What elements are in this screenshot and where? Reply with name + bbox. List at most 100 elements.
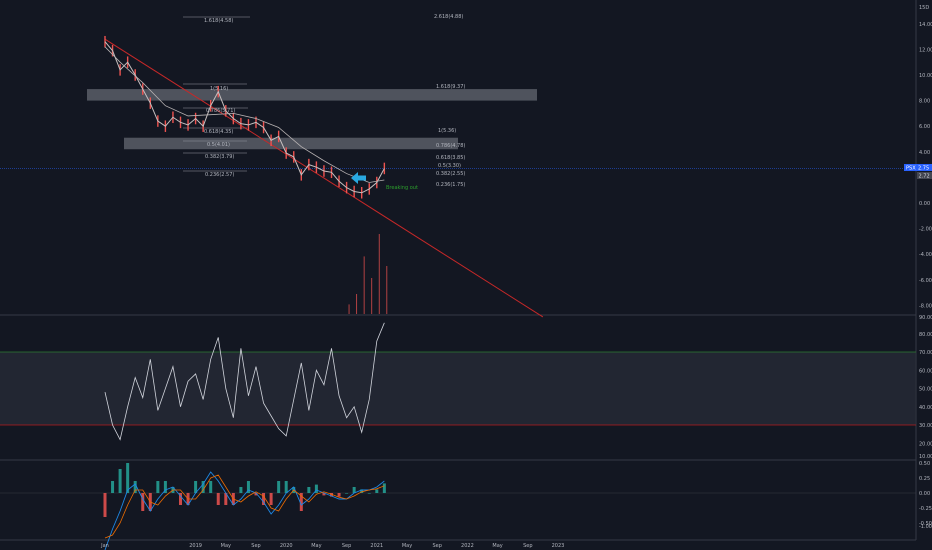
fib-mid-label: 0.5(4.01): [207, 142, 230, 148]
macd-histogram-bar: [209, 481, 213, 493]
breakout-annotation: Breaking out: [386, 185, 418, 191]
fib-upper-zone-right-label: 1.618(9.37): [436, 84, 465, 90]
rsi-panel[interactable]: [0, 322, 916, 441]
rsi-line[interactable]: [104, 322, 385, 441]
time-tick-label: Sep: [523, 543, 532, 549]
macd-histogram-bar: [156, 481, 160, 493]
macd-histogram-bar: [367, 493, 371, 494]
fib-upper-zone-left-label: 1(5.16): [210, 86, 228, 92]
price-tick-label: -4.00: [919, 252, 932, 258]
macd-histogram-bar: [163, 481, 167, 493]
price-tick-label: 6.00: [919, 124, 930, 130]
last-price-badge[interactable]: PSX 2.75 2.72: [904, 164, 932, 180]
fib-right-label: 0.786(4.78): [436, 143, 465, 149]
time-tick-label: Sep: [342, 543, 351, 549]
price-tick-label: 10.00: [919, 73, 932, 79]
macd-histogram-bar: [262, 493, 266, 505]
time-tick-label: 2023: [552, 543, 565, 549]
time-tick-label: Sep: [432, 543, 441, 549]
fib-right-label: 1(5.36): [438, 128, 456, 134]
macd-histogram-bar: [314, 484, 318, 493]
price-tick-label: 14.00: [919, 22, 932, 28]
fib-mid-label: 0.786(5.71): [206, 108, 235, 114]
rsi-tick-label: 40.00: [919, 405, 932, 411]
price-tick-label: 12.00: [919, 47, 932, 53]
breakout-marker: Breaking out: [351, 172, 418, 191]
macd-histogram-bar: [330, 493, 333, 497]
macd-histogram-bar: [126, 463, 130, 493]
last-price-symbol: PSX: [906, 166, 916, 172]
macd-histogram-bar: [345, 493, 349, 494]
price-series-line[interactable]: [104, 41, 385, 194]
rsi-tick-label: 80.00: [919, 332, 932, 338]
secondary-price-value: 2.72: [919, 174, 930, 180]
price-panel[interactable]: [0, 16, 916, 318]
fib-right-label: 0.236(1.75): [436, 182, 465, 188]
price-tick-label: 0.00: [919, 201, 930, 207]
macd-tick-label: -1.00: [919, 524, 932, 530]
macd-tick-label: 0.25: [919, 476, 930, 482]
resistance-zone[interactable]: [124, 137, 458, 150]
last-price-value: 2.75: [918, 166, 929, 172]
macd-histogram-bar: [111, 481, 115, 493]
volume-bar: [348, 304, 350, 314]
macd-histogram-bar: [284, 481, 288, 493]
time-tick-label: 2022: [461, 543, 474, 549]
left-arrow-icon: [351, 172, 366, 184]
time-tick-label: May: [402, 543, 412, 549]
volume-bar: [363, 256, 365, 314]
fib-top-left-label: 1.618(4.58): [204, 18, 233, 24]
macd-histogram-bar: [141, 493, 145, 511]
macd-histogram-bar: [360, 489, 364, 493]
fib-labels: 1.618(4.58) 2.618(4.88) 1(5.16) 1.618(9.…: [204, 14, 465, 188]
resistance-zone[interactable]: [87, 89, 537, 101]
time-tick-label: May: [492, 543, 502, 549]
fib-right-label: 0.5(3.30): [438, 163, 461, 169]
rsi-tick-label: 70.00: [919, 350, 932, 356]
rsi-tick-label: 30.00: [919, 423, 932, 429]
macd-histogram-bar: [201, 481, 205, 493]
volume-bar: [371, 278, 373, 314]
fib-top-right-label: 2.618(4.88): [434, 14, 463, 20]
fib-mid-label: 0.618(4.35): [204, 129, 233, 135]
signal-line[interactable]: [104, 474, 385, 539]
secondary-price-badge-bg: [917, 172, 932, 179]
volume-bar: [356, 294, 358, 314]
time-tick-label: 2019: [189, 543, 202, 549]
time-tick-label: 2020: [280, 543, 293, 549]
time-axis[interactable]: Jan 2019 May Sep 2020 May Sep 2021 May Sep 2022 May…: [100, 543, 564, 549]
fib-right-label: 0.382(2.55): [436, 171, 465, 177]
price-tick-label: 15D: [919, 5, 929, 11]
macd-histogram-bar: [118, 469, 122, 493]
macd-panel[interactable]: [0, 463, 916, 550]
macd-histogram-bar: [382, 483, 386, 493]
price-tick-label: -6.00: [919, 278, 932, 284]
macd-tick-label: 0.50: [919, 461, 930, 467]
moving-average-line[interactable]: [104, 46, 385, 183]
price-axis[interactable]: 15D 14.00 12.00 10.00 8.00 6.00 4.00 0.00 -2.00 -…: [919, 5, 932, 530]
macd-histogram-bar: [322, 493, 326, 496]
macd-histogram-bar: [277, 481, 281, 493]
fib-mid-label: 0.236(2.57): [205, 172, 234, 178]
rsi-tick-label: 10.00: [919, 454, 932, 460]
macd-histogram-bar: [103, 493, 107, 517]
macd-tick-label: -0.50: [919, 521, 932, 527]
macd-histogram-bar: [194, 481, 198, 493]
macd-histogram-bar: [246, 481, 250, 493]
macd-histogram-bar: [375, 489, 379, 493]
price-tick-label: 8.00: [919, 99, 930, 105]
macd-histogram-bar: [254, 493, 258, 496]
price-tick-label: 4.00: [919, 150, 930, 156]
macd-line[interactable]: [104, 471, 385, 550]
time-tick-label: 2021: [370, 543, 383, 549]
macd-histogram-bar: [239, 487, 243, 493]
price-tick-label: -2.00: [919, 227, 932, 233]
trendline[interactable]: [104, 38, 544, 318]
grid-lines: [0, 0, 917, 541]
rsi-tick-label: 60.00: [919, 368, 932, 374]
time-tick-label: Sep: [251, 543, 260, 549]
macd-histogram-bar: [224, 493, 228, 505]
price-tick-label: -8.00: [919, 303, 932, 309]
